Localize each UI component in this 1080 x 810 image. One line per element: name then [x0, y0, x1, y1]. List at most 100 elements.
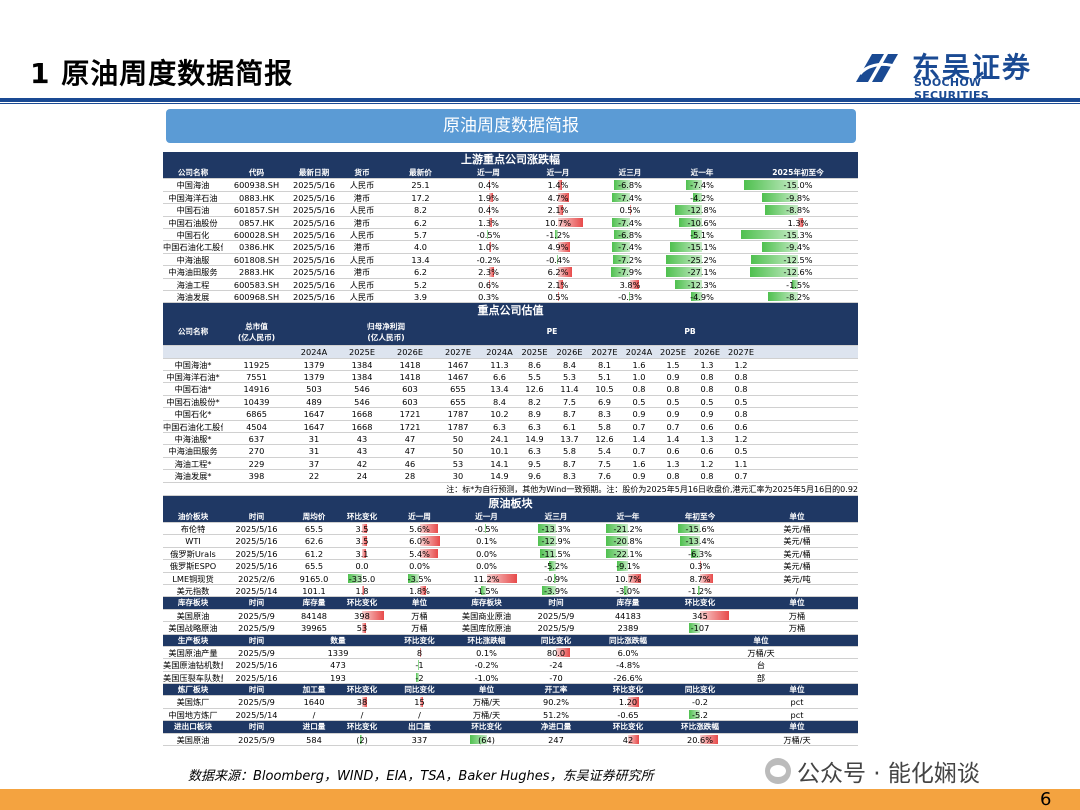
table-cell: 22: [290, 470, 338, 481]
cell-text: 0386.HK: [239, 242, 274, 253]
table-cell: 0.0%: [453, 548, 520, 559]
cell-text: 30: [452, 471, 464, 482]
table-cell: 50: [434, 433, 482, 444]
cell-text: 2025/5/14: [235, 585, 278, 596]
table-cell: 美元/桶: [736, 535, 858, 546]
logo-chinese-name: 东吴证券: [912, 51, 1033, 84]
table-cell: -13.3%: [520, 523, 592, 534]
table-cell: 中海油田服务: [163, 266, 223, 277]
change-bar: [629, 291, 630, 302]
table-cell: 0.9: [690, 408, 724, 419]
table-cell: 2025/5/16: [290, 241, 338, 252]
change-bar: [751, 254, 798, 265]
table-cell: -5.1%: [666, 229, 738, 240]
cell-text: 6865: [246, 409, 267, 420]
table-cell: 601808.SH: [223, 254, 290, 265]
change-bar: [606, 548, 628, 559]
cell-text: 0.5%: [619, 205, 641, 216]
cell-text: 库存量: [302, 598, 326, 608]
table-cell: 2025/5/16: [290, 266, 338, 277]
cell-text: 美元/桶: [783, 561, 811, 572]
cell-text: 出口量: [408, 722, 431, 732]
cell-text: 61.2: [304, 548, 324, 559]
refinery-row: 美国炼厂 2025/5/9 1640 38 15 万桶/天 90.2% 1.20 -0.2 pct: [163, 696, 858, 709]
table-cell: 1.8%: [386, 585, 453, 596]
cell-text: 0.5: [734, 396, 748, 407]
cell-text: -0.5%: [476, 229, 501, 240]
inventory-header-row: 库存板块 时间 库存量 环比变化 单位 库存板块 时间 库存量 环比变化 单位: [163, 597, 858, 610]
table-cell: 4.7%: [522, 192, 594, 203]
valuation-row: 中国石油化工股份* 4504 1647 1668 1721 1787 6.3 6.3 6.1 5.…: [163, 421, 858, 434]
cell-text: 8.6: [527, 359, 542, 370]
table-cell: 3.5: [338, 523, 386, 534]
cell-text: 0.0%: [409, 561, 430, 572]
cell-text: 库存板块: [471, 598, 502, 608]
cell-text: 398: [248, 471, 265, 482]
cell-text: 8.2: [527, 396, 542, 407]
cell-text: 489: [306, 396, 322, 407]
change-bar: [792, 279, 798, 289]
production-row: 美国原油钻机数量 2025/5/16 473 -1 -0.2% -24 -4.8% 台: [163, 659, 858, 672]
cell-text: 655: [450, 384, 466, 395]
cell-text: 中国海洋石油*: [166, 372, 220, 383]
table-cell: 8.2: [517, 396, 552, 407]
cell-text: 中国海油: [176, 180, 210, 191]
table-cell: -8.8%: [738, 204, 858, 215]
table-cell: 8.7: [552, 408, 587, 419]
cell-text: -0.65: [617, 709, 639, 720]
cell-text: -13.3%: [541, 523, 571, 534]
change-bar: [488, 279, 490, 289]
table-cell: -22.1%: [592, 548, 664, 559]
cell-text: pct: [790, 697, 804, 708]
cell-text: 单位: [411, 598, 428, 608]
cell-text: 270: [248, 446, 265, 457]
year-cell: 2026E: [386, 346, 434, 357]
table-cell: pct: [736, 696, 858, 707]
upstream-row: 中海油田服务 2883.HK 2025/5/16 港币 6.2 2.3% 6.2% -7.9%…: [163, 266, 858, 279]
table-cell: 10.1: [482, 445, 517, 456]
table-cell: 20.6%: [664, 734, 736, 745]
cell-text: 4504: [246, 421, 267, 432]
table-cell: 398: [338, 610, 386, 621]
cell-text: 美国炼厂: [176, 697, 210, 708]
table-cell: 2025/5/9: [223, 734, 290, 745]
change-bar: [362, 548, 367, 559]
change-bar: [700, 573, 713, 583]
table-cell: 中国石油化工股份*: [163, 421, 223, 432]
cell-text: 398: [354, 610, 370, 621]
table-cell: 8.7: [552, 458, 587, 469]
table-cell: 万桶/天: [453, 709, 520, 720]
table-cell: /: [338, 709, 386, 720]
cell-text: 2025/5/9: [238, 623, 275, 634]
valuation-row: 海油工程* 229 37 42 46 53 14.1 9.5 8.7 7.5 1.6 1.3 1.2 1.…: [163, 458, 858, 471]
cell-text: 11.3: [490, 359, 509, 370]
cell-text: -9.1%: [616, 561, 640, 572]
cell-text: 337: [411, 734, 428, 745]
change-bar: [419, 523, 438, 534]
table-cell: 1.5: [656, 359, 690, 370]
table-cell: 0.1%: [453, 535, 520, 546]
table-cell: 1.4: [622, 433, 656, 444]
change-bar: [558, 279, 564, 289]
header-cell: 年初至今: [664, 511, 736, 522]
table-cell: 42: [592, 734, 664, 745]
table-cell: 2025/5/16: [223, 535, 290, 546]
table-cell: 港币: [338, 192, 386, 203]
cell-text: 中国海油*: [174, 359, 212, 370]
header-cell: 开工率: [520, 684, 592, 695]
cell-text: 2025/5/16: [235, 672, 278, 683]
table-cell: -0.5%: [455, 229, 522, 240]
cell-text: 俄罗斯Urals: [170, 548, 216, 559]
cell-text: -6.8%: [618, 180, 642, 191]
cell-text: 2025/5/16: [293, 279, 335, 290]
cell-text: 31: [308, 446, 320, 457]
table-cell: 中国地方炼厂: [163, 709, 223, 720]
cell-text: 8.3: [562, 471, 577, 482]
watermark: 公众号 · 能化娴谈: [765, 754, 980, 788]
table-cell: 0.7: [724, 470, 758, 481]
cell-text: 人民币: [349, 254, 375, 265]
table-cell: 0.4%: [455, 179, 522, 190]
cell-text: 2.1%: [547, 279, 569, 290]
cell-text: 环比变化: [346, 511, 378, 521]
header-cell: 时间: [223, 597, 290, 608]
